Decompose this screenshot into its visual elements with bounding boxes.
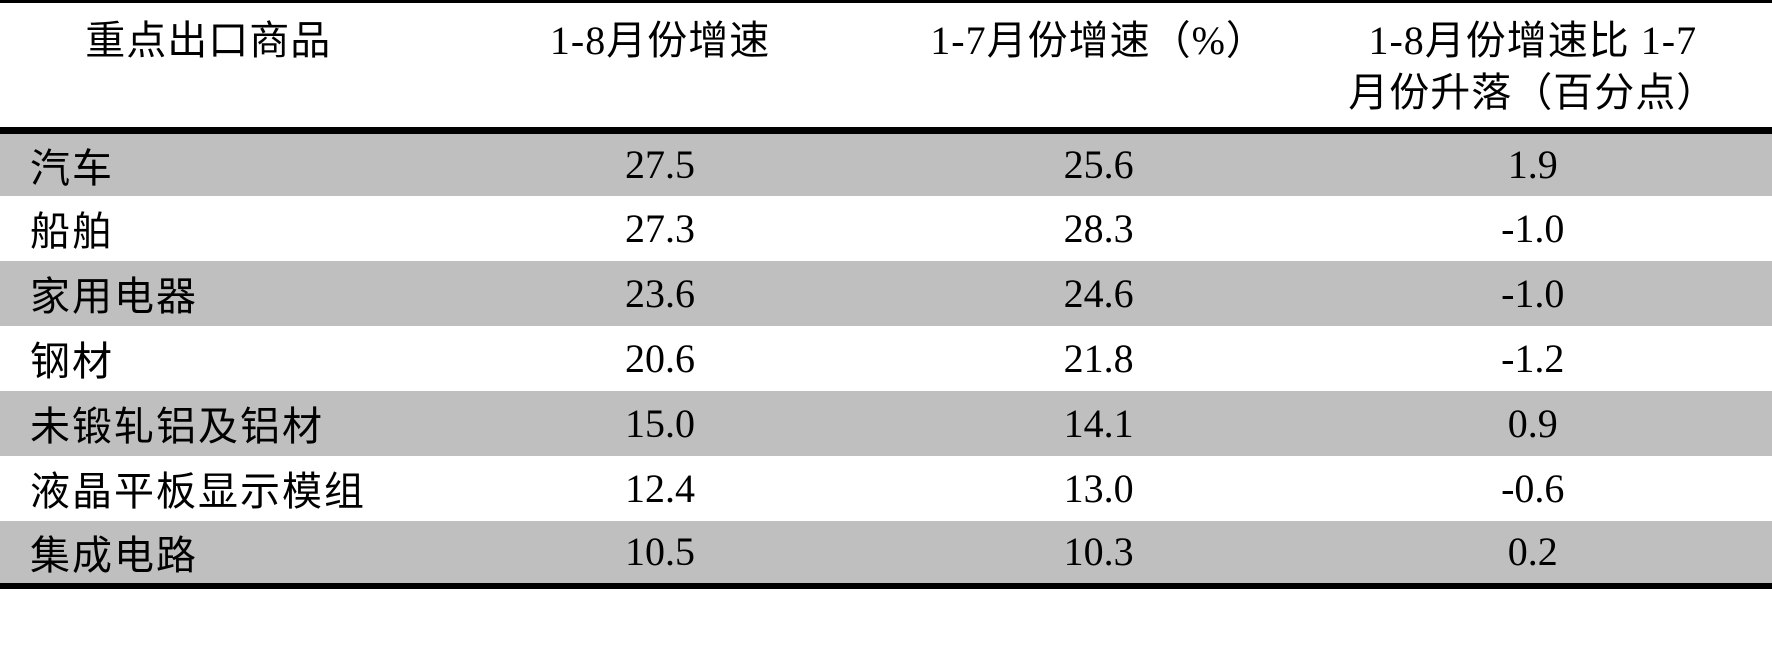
jan-jul-growth-cell: 28.3 xyxy=(1063,205,1134,251)
jan-jul-growth-cell: 13.0 xyxy=(1063,465,1134,511)
commodity-cell: 集成电路 xyxy=(30,532,198,578)
change-cell: -1.2 xyxy=(1501,335,1565,381)
table-header: 重点出口商品 1-8月份增速 1-7月份增速（%） 1-8月份增速比 1-7 月… xyxy=(0,1,1772,134)
jan-aug-growth-cell: 23.6 xyxy=(625,270,696,316)
jan-jul-growth-cell: 10.3 xyxy=(1063,529,1134,574)
commodity-cell: 未锻轧铝及铝材 xyxy=(30,404,324,449)
table-row-automobiles: 汽车 27.5 25.6 1.9 xyxy=(0,130,1772,196)
change-cell: -1.0 xyxy=(1501,270,1565,316)
export-growth-table: 重点出口商品 1-8月份增速 1-7月份增速（%） 1-8月份增速比 1-7 月… xyxy=(0,0,1772,589)
column-header-change-pct-points: 1-8月份增速比 1-7 月份升落（百分点） xyxy=(1293,1,1772,134)
jan-aug-growth-cell: 27.5 xyxy=(625,142,696,188)
column-header-jan-jul-growth: 1-7月份增速（%） xyxy=(903,1,1294,134)
commodity-cell: 家用电器 xyxy=(30,274,198,319)
column-header-change-line1: 1-8月份增速比 1-7 xyxy=(1368,18,1698,63)
jan-aug-growth-cell: 10.5 xyxy=(625,529,696,574)
jan-jul-growth-cell: 21.8 xyxy=(1063,335,1134,381)
table-row-household-appliances: 家用电器 23.6 24.6 -1.0 xyxy=(0,260,1772,326)
jan-aug-growth-cell: 15.0 xyxy=(625,400,696,446)
commodity-cell: 液晶平板显示模组 xyxy=(30,469,366,514)
table-row-lcd-display-modules: 液晶平板显示模组 12.4 13.0 -0.6 xyxy=(0,455,1772,521)
jan-jul-growth-cell: 25.6 xyxy=(1063,142,1134,188)
table-body: 汽车 27.5 25.6 1.9 船舶 27.3 28.3 -1.0 家用电器 … xyxy=(0,130,1772,586)
table-row-steel: 钢材 20.6 21.8 -1.2 xyxy=(0,325,1772,391)
jan-aug-growth-cell: 12.4 xyxy=(625,465,696,511)
column-header-change-line2: 月份升落（百分点） xyxy=(1348,70,1718,115)
table-row-unwrought-aluminum: 未锻轧铝及铝材 15.0 14.1 0.9 xyxy=(0,390,1772,456)
table-row-integrated-circuits: 集成电路 10.5 10.3 0.2 xyxy=(0,520,1772,586)
commodity-cell: 钢材 xyxy=(30,339,114,384)
column-header-jan-aug-growth: 1-8月份增速 xyxy=(416,1,904,134)
commodity-cell: 船舶 xyxy=(30,209,114,254)
jan-jul-growth-cell: 14.1 xyxy=(1063,400,1134,446)
jan-aug-growth-cell: 27.3 xyxy=(625,205,696,251)
header-row: 重点出口商品 1-8月份增速 1-7月份增速（%） 1-8月份增速比 1-7 月… xyxy=(0,1,1772,134)
change-cell: 1.9 xyxy=(1507,142,1558,188)
change-cell: -0.6 xyxy=(1501,465,1565,511)
commodity-cell: 汽车 xyxy=(30,145,114,191)
jan-jul-growth-cell: 24.6 xyxy=(1063,270,1134,316)
change-cell: -1.0 xyxy=(1501,205,1565,251)
change-cell: 0.9 xyxy=(1507,400,1558,446)
table-row-ships: 船舶 27.3 28.3 -1.0 xyxy=(0,195,1772,261)
export-growth-table-container: 重点出口商品 1-8月份增速 1-7月份增速（%） 1-8月份增速比 1-7 月… xyxy=(0,0,1772,589)
change-cell: 0.2 xyxy=(1507,529,1558,574)
jan-aug-growth-cell: 20.6 xyxy=(625,335,696,381)
column-header-commodity: 重点出口商品 xyxy=(0,1,417,134)
